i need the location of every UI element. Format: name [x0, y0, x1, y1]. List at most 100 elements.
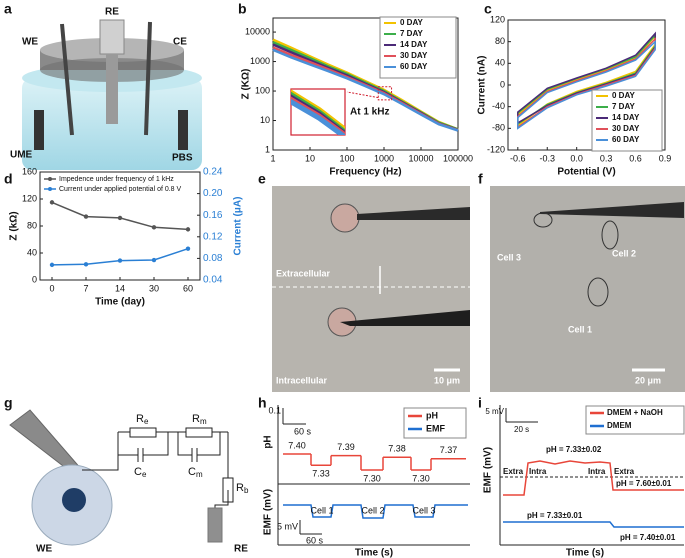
- x-tick-label: -0.6: [510, 153, 526, 163]
- panel-label: h: [258, 395, 267, 411]
- y-axis-title: Z (kΩ): [9, 211, 20, 240]
- scale-bar-label: 10 μm: [434, 375, 460, 385]
- annotation: Extra: [503, 467, 524, 476]
- y-tick-label: 120: [490, 14, 505, 24]
- legend-label: Current under applied potential of 0.8 V: [59, 186, 182, 193]
- marker: [185, 246, 191, 251]
- value-label: 7.30: [363, 473, 381, 483]
- label: CE: [173, 37, 187, 48]
- x-axis-title: Time (s): [566, 548, 604, 558]
- panel-label: b: [238, 1, 247, 17]
- y-tick-label: 1000: [250, 56, 270, 66]
- x-tick-label: 30: [149, 283, 159, 293]
- x-tick-label: 1: [270, 153, 275, 163]
- x-tick-label: 0.6: [629, 153, 642, 163]
- y-tick-label: 10000: [245, 26, 270, 36]
- y-axis-title: Z (KΩ): [241, 69, 252, 100]
- legend-label: 60 DAY: [400, 62, 428, 71]
- panel-label: e: [258, 171, 266, 187]
- legend-marker: [48, 177, 52, 181]
- scale-label: 60 s: [306, 535, 324, 545]
- legend-label: 0 DAY: [400, 18, 423, 27]
- y-tick-label: 0: [32, 274, 37, 284]
- panel-label: c: [484, 1, 492, 17]
- label: Intracellular: [276, 375, 328, 385]
- y-tick-label: -40: [492, 101, 505, 111]
- y-tick-label: 10: [260, 115, 270, 125]
- panel-label: a: [4, 1, 12, 17]
- circuit-labels: Re Ce Rm Cm Rb WE RE: [36, 413, 249, 555]
- x-tick-label: 1000: [374, 153, 394, 163]
- legend-label: Impedence under frequency of 1 kHz: [59, 176, 174, 183]
- x-axis-title: Time (day): [95, 297, 145, 308]
- y-tick-label: 1: [265, 144, 270, 154]
- scale-label: 0.1: [268, 405, 281, 415]
- value-label: 7.37: [440, 445, 458, 455]
- marker: [185, 227, 191, 232]
- y-tick-label: 40: [495, 58, 505, 68]
- annotation: At 1 kHz: [350, 107, 389, 118]
- label: RE: [105, 7, 119, 18]
- legend-label: 14 DAY: [400, 40, 428, 49]
- x-axis-title: Potential (V): [557, 167, 615, 178]
- label: UME: [10, 150, 33, 161]
- marker: [117, 258, 123, 263]
- legend-label: 30 DAY: [612, 124, 640, 133]
- y2-tick-label: 0.08: [203, 253, 223, 264]
- marker: [151, 225, 157, 230]
- y2-axis-title: Current (μA): [233, 197, 244, 256]
- y-axis-title: EMF (mV): [263, 489, 274, 535]
- scale-label: 5 mV: [485, 407, 504, 416]
- y-tick-label: -80: [492, 123, 505, 133]
- y-tick-label: 40: [27, 247, 37, 257]
- marker: [151, 257, 157, 263]
- x-tick-label: 100000: [443, 153, 473, 163]
- annotation: pH = 7.60±0.01: [616, 479, 672, 488]
- annotation: pH = 7.33±0.02: [546, 445, 602, 454]
- legend-label: pH: [426, 410, 438, 420]
- label: Cell 1: [568, 324, 592, 334]
- legend-label: DMEM + NaOH: [607, 408, 663, 417]
- circuit: [9, 409, 234, 546]
- x-axis-title: Time (s): [355, 548, 393, 558]
- micrograph: Cell 3 Cell 2 Cell 1 20 μm: [490, 186, 685, 392]
- zoom-arrow: [346, 91, 379, 99]
- y-tick-label: -120: [487, 144, 505, 154]
- legend-label: DMEM: [607, 421, 632, 430]
- annotation: Intra: [529, 467, 547, 476]
- value-label: 7.38: [388, 444, 406, 454]
- cell-label: Cell 2: [361, 505, 384, 515]
- scale-label: 20 s: [514, 425, 529, 434]
- x-tick-label: 100: [339, 153, 354, 163]
- x-tick-label: 14: [115, 283, 125, 293]
- marker: [49, 200, 55, 205]
- annotation: pH = 7.33±0.01: [527, 511, 583, 520]
- y-tick-label: 0: [500, 79, 505, 89]
- y-axis-title: EMF (mV): [483, 447, 494, 493]
- legend-box: [403, 407, 467, 439]
- x-tick-label: 10000: [408, 153, 433, 163]
- panel-label: g: [4, 395, 13, 411]
- label: WE: [36, 544, 52, 555]
- panel-label: d: [4, 171, 13, 187]
- component-label: Rm: [192, 413, 207, 426]
- x-tick-label: 0.3: [600, 153, 613, 163]
- micrograph: Extracellular Intracellular 10 μm: [272, 186, 470, 392]
- y-tick-label: 100: [255, 85, 270, 95]
- y-tick-label: 120: [22, 193, 37, 203]
- component-label: Rb: [236, 482, 249, 495]
- y2-tick-label: 0.04: [203, 275, 223, 286]
- series-line: [272, 48, 459, 132]
- x-tick-label: 0.9: [659, 153, 672, 163]
- zoom-box: [377, 86, 393, 101]
- y2-tick-label: 0.12: [203, 231, 223, 242]
- legend-label: 30 DAY: [400, 51, 428, 60]
- legend-label: 0 DAY: [612, 91, 635, 100]
- y2-tick-label: 0.20: [203, 188, 223, 199]
- y2-tick-label: 0.16: [203, 210, 223, 221]
- value-label: 7.40: [288, 440, 306, 450]
- cv-loop: [517, 39, 656, 130]
- panel-label: i: [478, 395, 482, 411]
- legend-box: [585, 405, 685, 435]
